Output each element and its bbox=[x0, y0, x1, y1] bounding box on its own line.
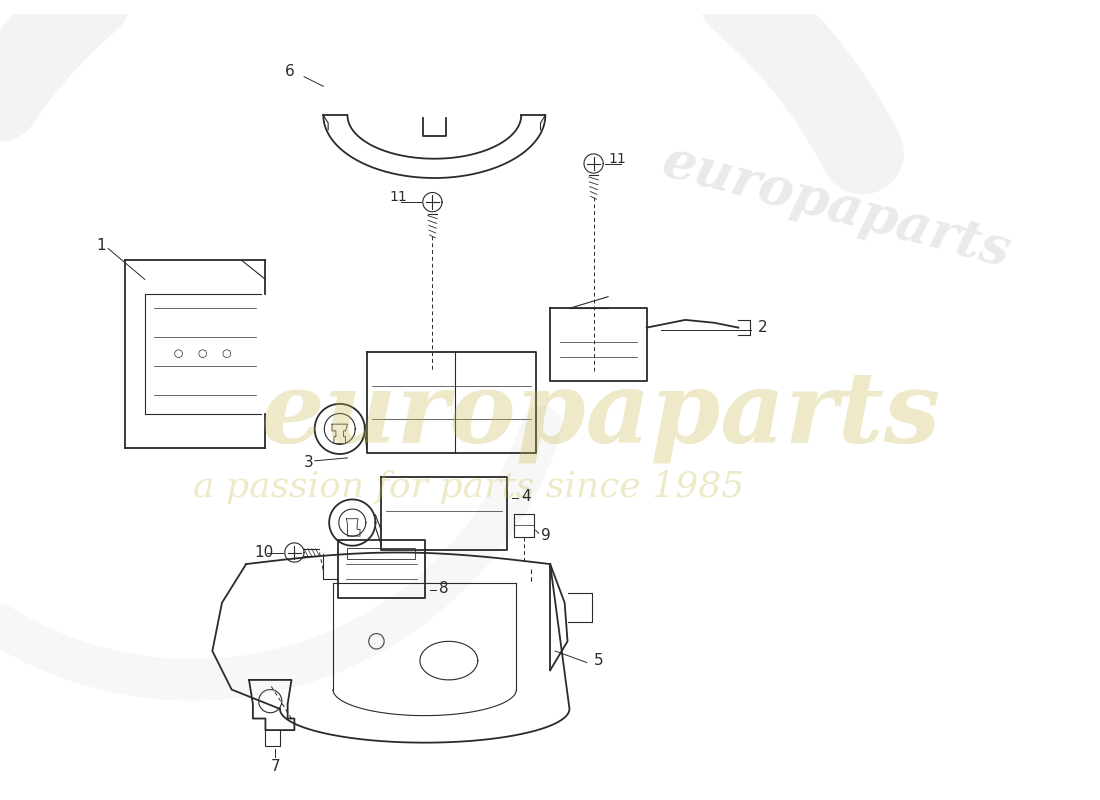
Text: 2: 2 bbox=[758, 320, 768, 335]
Text: 10: 10 bbox=[254, 545, 273, 560]
Text: 3: 3 bbox=[304, 455, 313, 470]
Text: europaparts: europaparts bbox=[657, 136, 1016, 278]
Text: 8: 8 bbox=[439, 581, 449, 596]
Text: 7: 7 bbox=[271, 759, 279, 774]
Text: 6: 6 bbox=[285, 64, 295, 79]
Text: 11: 11 bbox=[608, 152, 626, 166]
Text: 9: 9 bbox=[541, 528, 551, 542]
Text: 4: 4 bbox=[521, 489, 531, 504]
Text: europaparts: europaparts bbox=[261, 366, 940, 462]
Bar bbox=[348, 548, 415, 559]
Text: a passion for parts since 1985: a passion for parts since 1985 bbox=[192, 470, 745, 504]
Text: 1: 1 bbox=[97, 238, 106, 253]
Text: 5: 5 bbox=[594, 653, 603, 668]
Text: 11: 11 bbox=[389, 190, 407, 204]
